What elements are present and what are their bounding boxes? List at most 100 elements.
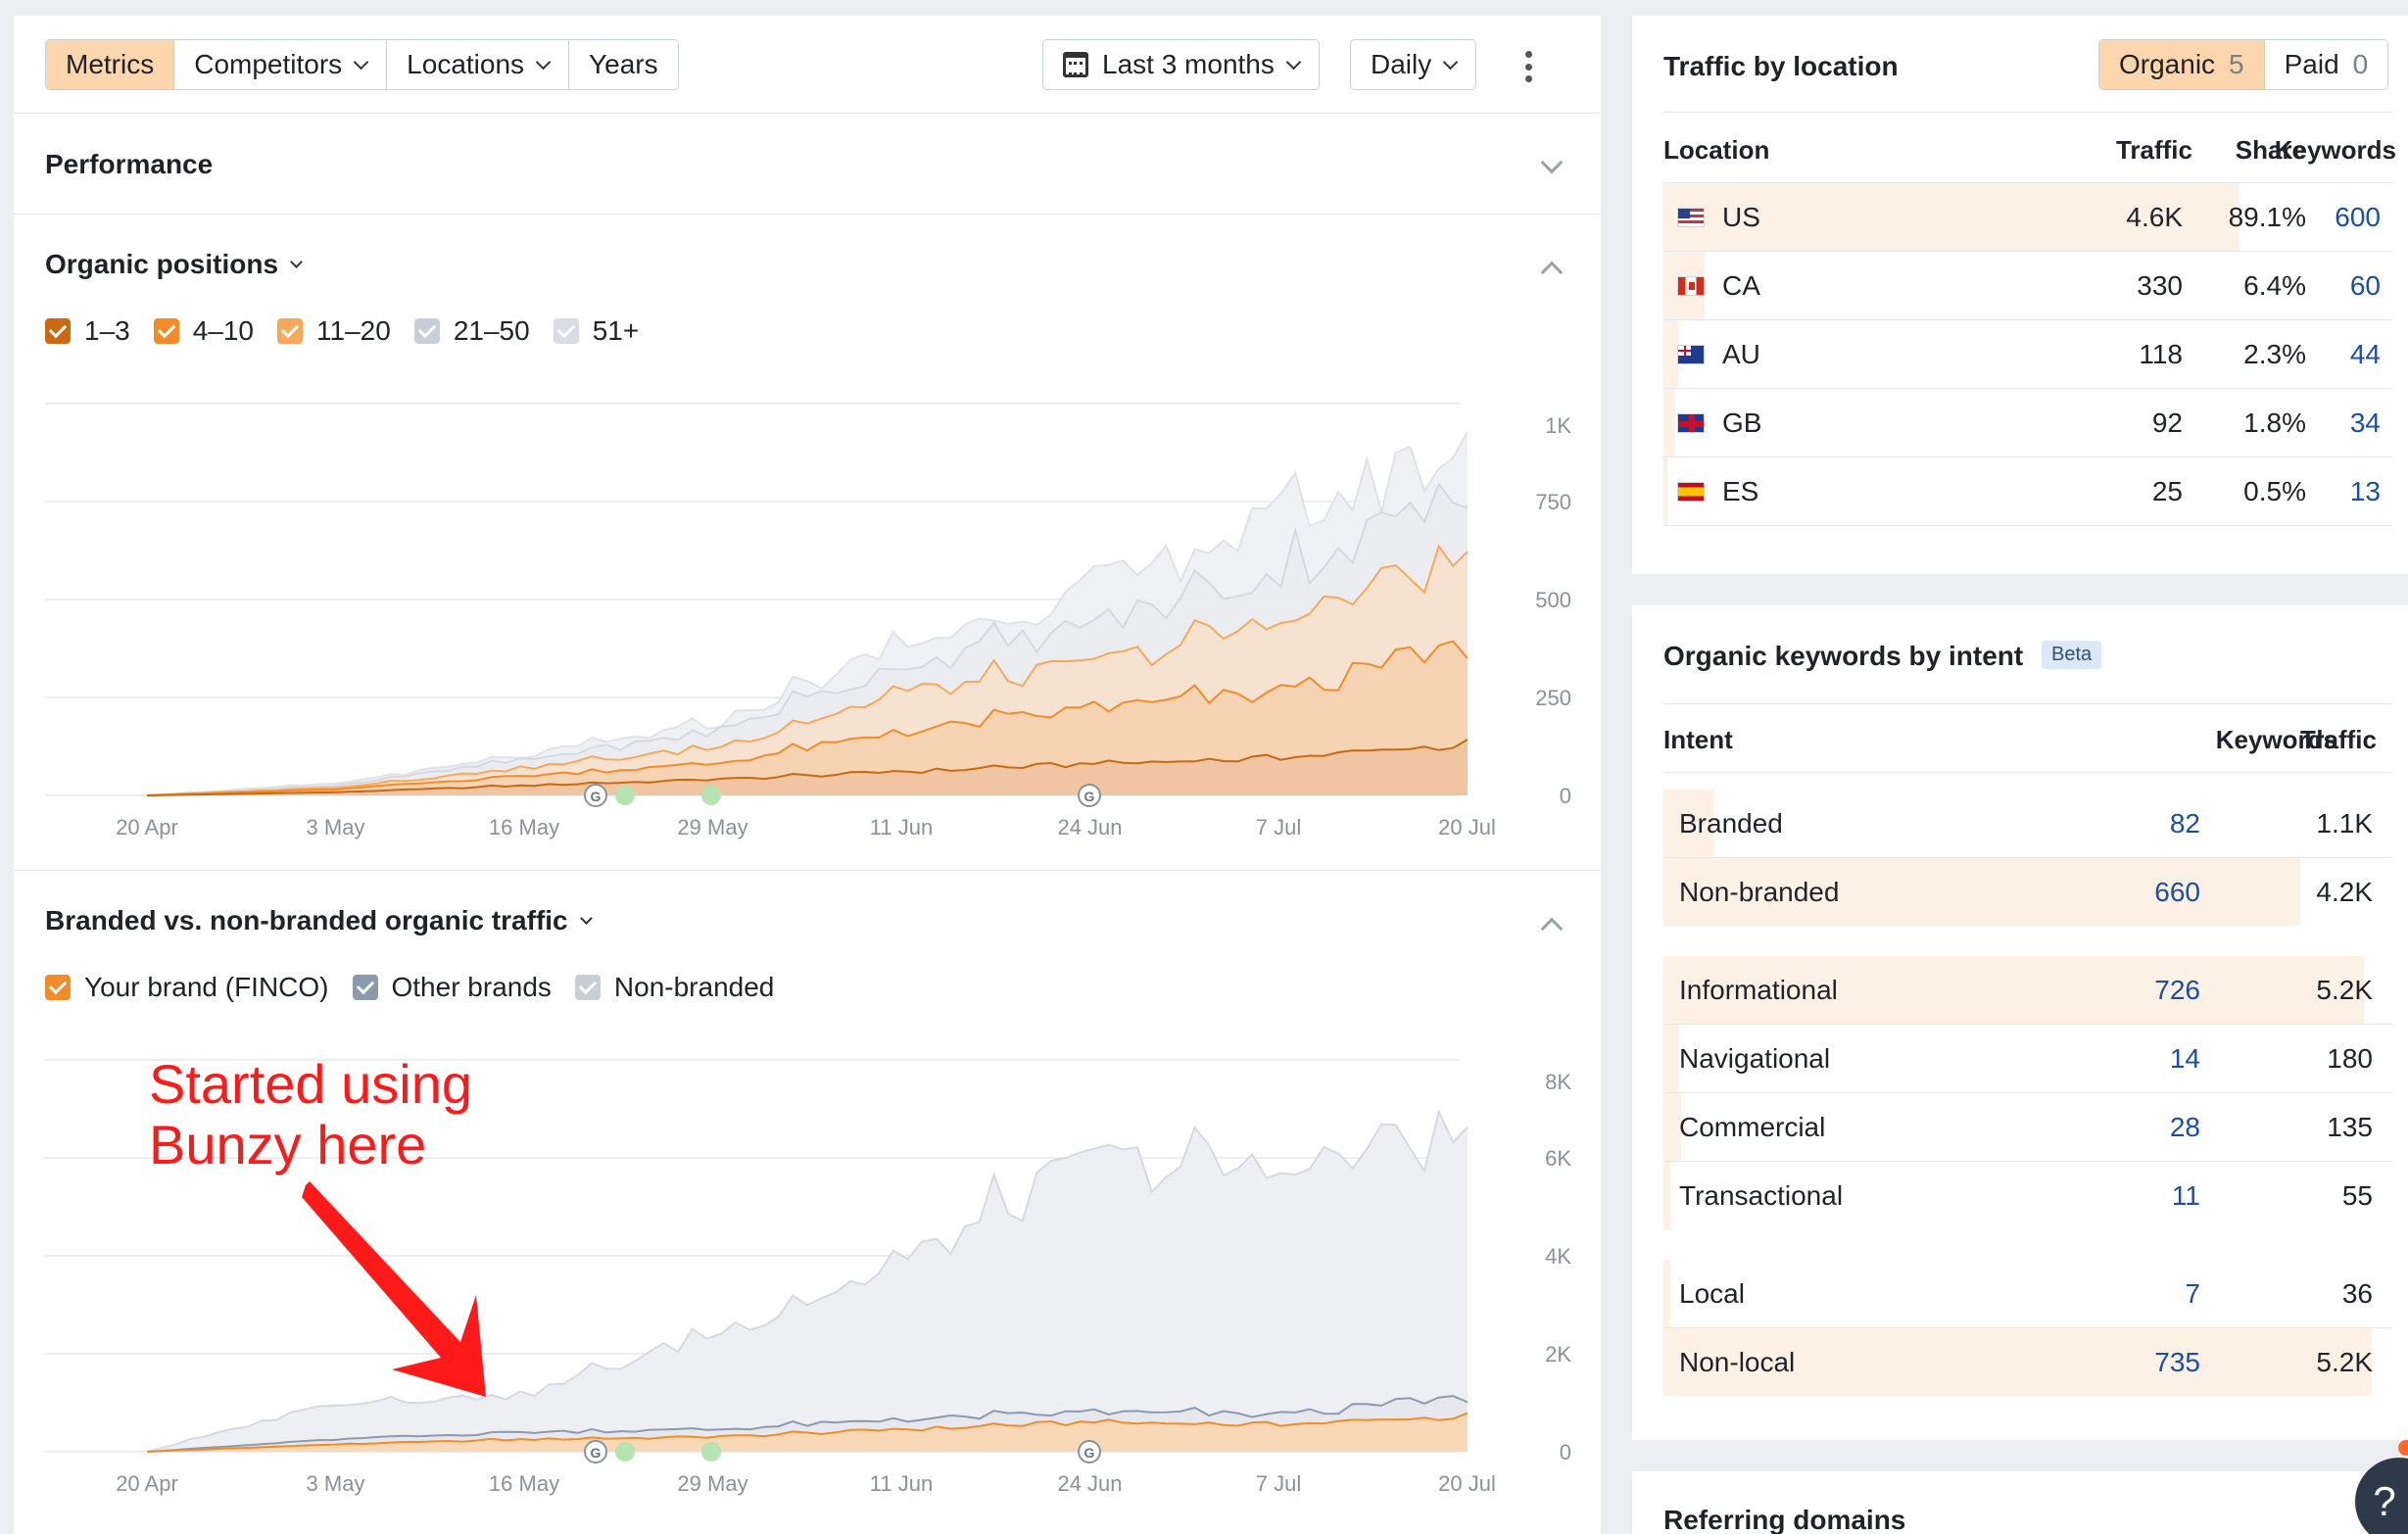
intent-row[interactable]: Navigational 14 180 (1663, 1025, 2392, 1093)
event-marker[interactable] (615, 1442, 635, 1462)
column-header-traffic[interactable]: Traffic (2115, 135, 2192, 165)
column-header-keywords[interactable]: Keywords (2122, 725, 2337, 755)
keywords-link[interactable]: 14 (2169, 1043, 2200, 1074)
branded-traffic-legend: Your brand (FINCO) Other brands Non-brande… (45, 972, 797, 1003)
intent-row[interactable]: Branded 82 1.1K (1663, 790, 2392, 858)
google-update-icon[interactable] (1078, 1440, 1101, 1463)
annotation-text: Started using Bunzy here (149, 1054, 472, 1175)
column-header-share[interactable]: Share (2235, 135, 2306, 165)
y-tick-label: 6K (1545, 1146, 1571, 1171)
keywords-link[interactable]: 7 (2185, 1278, 2200, 1309)
keywords-link[interactable]: 600 (2335, 202, 2381, 232)
traffic-by-location-panel: Traffic by location Organic 5 Paid 0 Locat… (1632, 16, 2408, 574)
share-bar (1663, 320, 1678, 388)
column-header-traffic[interactable]: Traffic (2299, 725, 2377, 754)
positions-legend-item[interactable]: 1–3 (45, 315, 130, 347)
divider (1663, 112, 2392, 113)
chevron-down-icon (1285, 54, 1302, 70)
intent-row[interactable]: Non-branded 660 4.2K (1663, 858, 2392, 927)
divider (1663, 703, 2392, 704)
keywords-link[interactable]: 735 (2154, 1347, 2200, 1377)
intent-label: Local (1679, 1278, 1745, 1309)
keywords-link[interactable]: 11 (2171, 1180, 2200, 1211)
checkbox-icon[interactable] (574, 975, 601, 1000)
help-button[interactable]: ? (2355, 1458, 2408, 1534)
event-marker[interactable] (615, 786, 635, 805)
share-bar (1663, 858, 2300, 926)
toolbar: Metrics Competitors Locations Years Last… (14, 16, 1601, 114)
intent-row[interactable]: Informational 726 5.2K (1663, 956, 2392, 1025)
date-range-dropdown[interactable]: Last 3 months (1042, 39, 1320, 90)
checkbox-icon[interactable] (413, 318, 440, 344)
metrics-panel: Metrics Competitors Locations Years Last… (14, 16, 1601, 1534)
keywords-link[interactable]: 44 (2349, 339, 2381, 369)
interval-label: Daily (1371, 49, 1432, 79)
share-bar (1663, 956, 2364, 1024)
checkbox-icon[interactable] (153, 318, 179, 344)
more-options-icon[interactable] (1524, 51, 1532, 82)
keywords-link[interactable]: 28 (2169, 1112, 2200, 1142)
keywords-link[interactable]: 726 (2154, 975, 2200, 1005)
legend-label: 11–20 (316, 315, 391, 346)
traffic-value: 180 (2327, 1043, 2373, 1074)
chevron-down-icon (353, 54, 369, 70)
tab-competitors[interactable]: Competitors (174, 40, 388, 89)
keywords-link[interactable]: 34 (2349, 407, 2381, 438)
event-marker[interactable] (701, 1442, 721, 1462)
keywords-link[interactable]: 60 (2349, 270, 2381, 301)
checkbox-icon[interactable] (553, 318, 579, 344)
share-value: 89.1% (2228, 202, 2306, 232)
google-update-icon[interactable] (1078, 784, 1101, 807)
location-row[interactable]: AU 118 2.3% 44 (1663, 320, 2392, 389)
checkbox-icon[interactable] (352, 975, 378, 1000)
tab-locations[interactable]: Locations (387, 40, 570, 89)
branded-traffic-title[interactable]: Branded vs. non-branded organic traffic (45, 905, 593, 936)
header-label: Keywords (2215, 725, 2337, 754)
tab-metrics[interactable]: Metrics (46, 40, 175, 89)
positions-legend-item[interactable]: 51+ (553, 315, 639, 347)
checkbox-icon[interactable] (45, 318, 71, 344)
checkbox-icon[interactable] (277, 318, 304, 344)
location-row[interactable]: US 4.6K 89.1% 600 (1663, 183, 2392, 252)
chevron-up-icon[interactable] (1540, 917, 1564, 940)
chevron-down-icon[interactable] (1540, 151, 1564, 174)
interval-dropdown[interactable]: Daily (1350, 39, 1477, 90)
positions-legend-item[interactable]: 21–50 (413, 315, 530, 347)
intent-row[interactable]: Non-local 735 5.2K (1663, 1328, 2392, 1397)
performance-title[interactable]: Performance (45, 149, 214, 179)
toggle-organic[interactable]: Organic 5 (2099, 40, 2264, 89)
event-marker[interactable] (701, 786, 721, 805)
google-update-icon[interactable] (584, 784, 607, 807)
intent-row[interactable]: Commercial 28 135 (1663, 1093, 2392, 1162)
toggle-paid[interactable]: Paid 0 (2263, 40, 2388, 89)
keywords-by-intent-panel: Organic keywords by intent Beta Intent K… (1632, 605, 2408, 1440)
share-bar (1663, 183, 2239, 251)
branded-traffic-chart: 8K 6K 4K 2K 0 20 Apr 3 May 16 May 29 May 11 Jun 24… (45, 1059, 1571, 1496)
checkbox-icon[interactable] (45, 975, 71, 1000)
share-bar (1663, 1328, 2372, 1396)
intent-row[interactable]: Transactional 11 55 (1663, 1162, 2392, 1230)
positions-legend-item[interactable]: 11–20 (277, 315, 391, 347)
x-tick-label: 24 Jun (1057, 1471, 1122, 1496)
keywords-link[interactable]: 82 (2169, 808, 2200, 839)
location-row[interactable]: CA 330 6.4% 60 (1663, 252, 2392, 320)
series-area (147, 1111, 1468, 1452)
column-header-keywords[interactable]: Keywords (2274, 135, 2396, 165)
location-row[interactable]: ES 25 0.5% 13 (1663, 457, 2392, 526)
branded-legend-item[interactable]: Non-branded (574, 972, 774, 1003)
google-update-icon[interactable] (584, 1440, 607, 1463)
chevron-up-icon[interactable] (1540, 261, 1564, 284)
branded-legend-item[interactable]: Your brand (FINCO) (45, 972, 329, 1003)
intent-row[interactable]: Local 7 36 (1663, 1260, 2392, 1328)
positions-legend-item[interactable]: 4–10 (153, 315, 254, 347)
tab-years[interactable]: Years (569, 40, 678, 89)
location-row[interactable]: GB 92 1.8% 34 (1663, 389, 2392, 457)
x-tick-label: 29 May (677, 1471, 747, 1496)
x-tick-label: 7 Jul (1256, 815, 1301, 839)
date-range-label: Last 3 months (1102, 49, 1275, 79)
organic-positions-title[interactable]: Organic positions (45, 249, 303, 280)
series-line (146, 640, 1469, 796)
keywords-link[interactable]: 13 (2349, 476, 2381, 506)
branded-legend-item[interactable]: Other brands (352, 972, 552, 1003)
keywords-link[interactable]: 660 (2154, 877, 2200, 907)
